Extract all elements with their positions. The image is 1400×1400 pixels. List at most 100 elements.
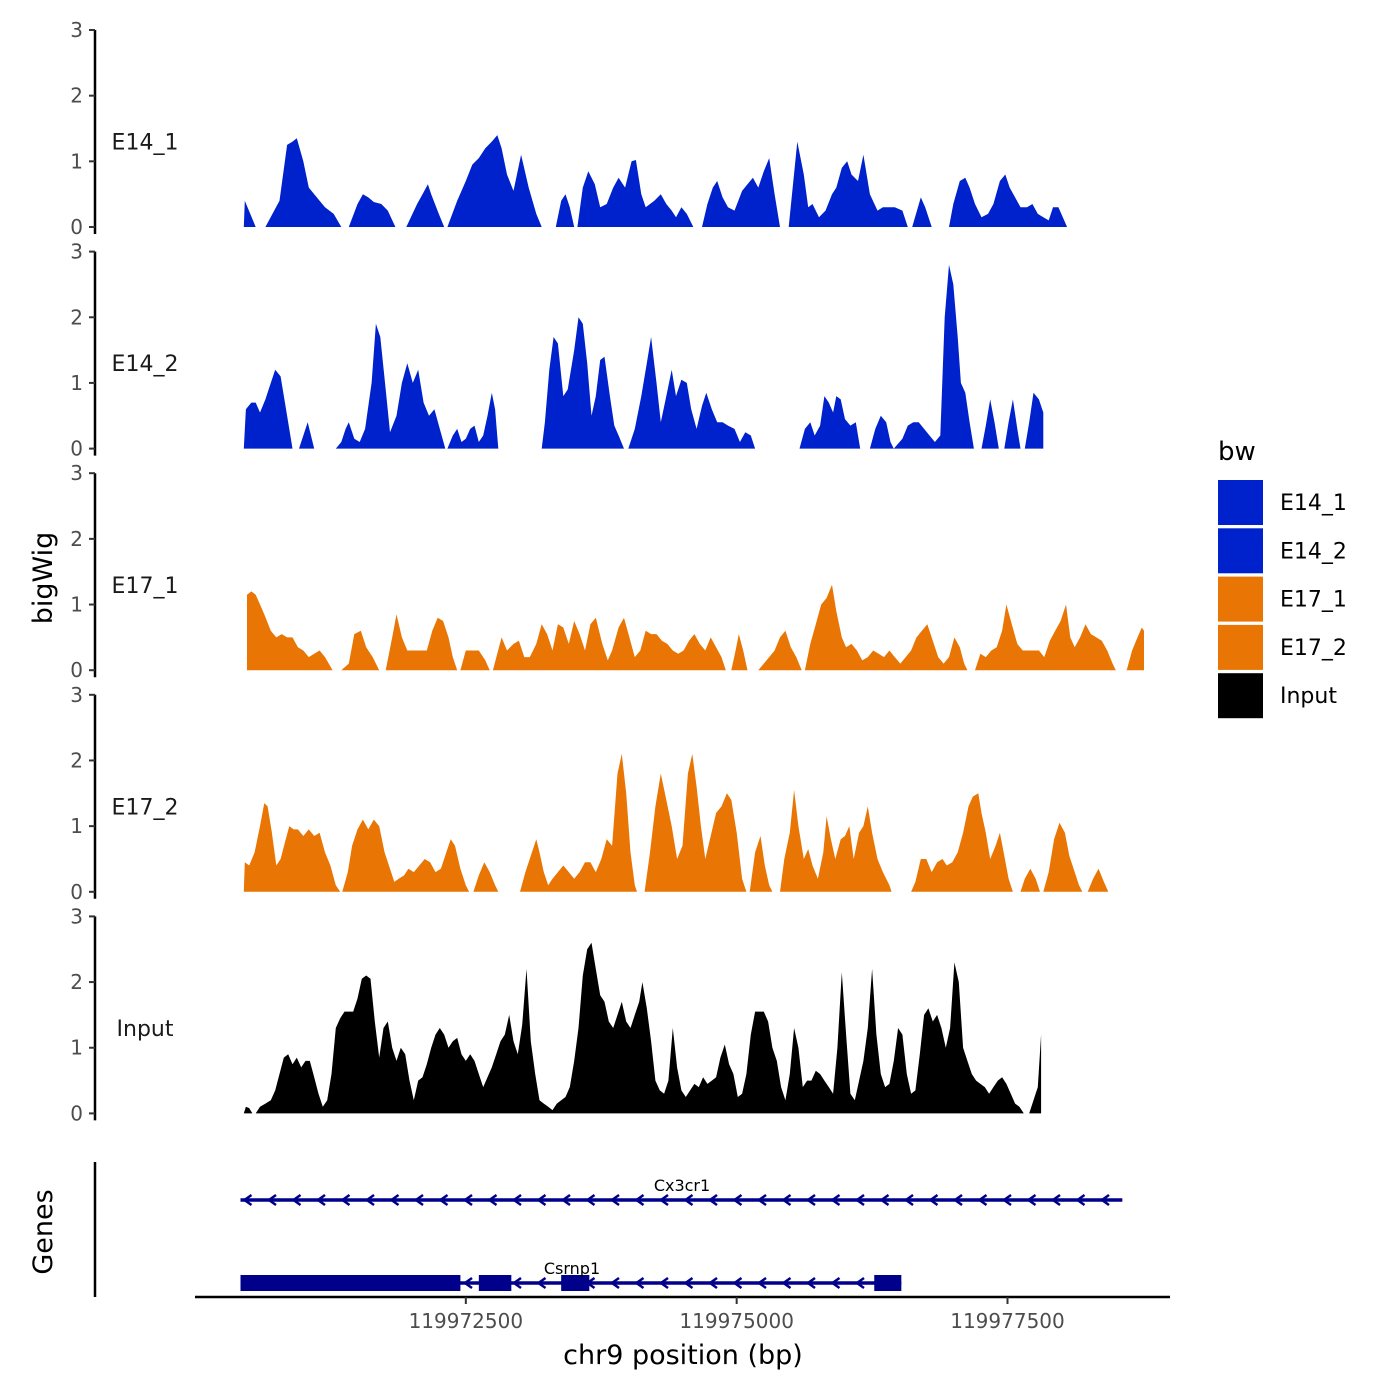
strand-arrow — [928, 1193, 939, 1207]
y-tick-label: 0 — [70, 658, 83, 682]
strand-arrow — [511, 1193, 522, 1207]
y-tick-label: 2 — [70, 305, 83, 329]
y-tick-label: 2 — [70, 970, 83, 994]
y-tick-label: 3 — [70, 904, 83, 928]
strand-arrow — [1050, 1193, 1061, 1207]
signal-area-e14-1 — [243, 135, 1071, 227]
strand-arrow — [830, 1193, 841, 1207]
strand-arrow — [781, 1276, 792, 1290]
signal-area-input — [243, 942, 1042, 1114]
track-label: E17_2 — [112, 795, 179, 820]
track-label: E17_1 — [112, 574, 179, 599]
strand-arrow — [340, 1193, 351, 1207]
y-tick-label: 3 — [70, 461, 83, 485]
y-tick-label: 0 — [70, 1101, 83, 1125]
y-tick-label: 3 — [70, 683, 83, 707]
gene-label: Csrnp1 — [544, 1259, 600, 1278]
gene-cx3cr1: Cx3cr1 — [240, 1176, 1123, 1207]
exon — [240, 1275, 461, 1291]
strand-arrow — [707, 1193, 718, 1207]
track-e14-1: 0 1 2 3 E14_1 — [70, 18, 1071, 239]
strand-arrow — [536, 1276, 547, 1290]
gene-label: Cx3cr1 — [654, 1176, 710, 1195]
signal-area-e17-1 — [247, 584, 1144, 671]
x-axis: 119972500 119975000 119977500 — [195, 1295, 1170, 1333]
legend-label: E17_1 — [1280, 588, 1347, 613]
strand-arrow — [1099, 1193, 1110, 1207]
y-tick-label: 1 — [70, 593, 83, 617]
strand-arrow — [462, 1276, 473, 1290]
strand-arrow — [805, 1276, 816, 1290]
legend-swatch — [1218, 480, 1263, 525]
legend-item-e14-1: E14_1 — [1218, 480, 1347, 525]
y-tick-label: 1 — [70, 1036, 83, 1060]
y-tick-label: 2 — [70, 527, 83, 551]
signal-area-e14-2 — [243, 264, 1044, 449]
strand-arrow — [634, 1193, 645, 1207]
strand-arrow — [707, 1276, 718, 1290]
y-tick-label: 1 — [70, 149, 83, 173]
x-tick-label: 119972500 — [409, 1309, 524, 1333]
y-tick-label: 1 — [70, 371, 83, 395]
strand-arrow — [1026, 1193, 1037, 1207]
strand-arrow — [756, 1193, 767, 1207]
y-tick-label: 0 — [70, 880, 83, 904]
track-label: E14_2 — [112, 352, 179, 377]
legend-swatch — [1218, 673, 1263, 719]
strand-arrow — [879, 1193, 890, 1207]
strand-arrow — [732, 1193, 743, 1207]
y-tick-label: 2 — [70, 84, 83, 108]
exon — [874, 1275, 902, 1291]
y-axis-title: bigWig — [28, 532, 59, 625]
signal-tracks: 0 1 2 3 E14_1 0 1 2 3 E14_2 0 1 2 3 E17_1 0 1 2 3 E17_2 0 1 2 3… — [70, 18, 1144, 1125]
strand-arrow — [536, 1193, 547, 1207]
strand-arrow — [952, 1193, 963, 1207]
legend-label: E14_2 — [1280, 539, 1347, 564]
gene-csrnp1: Csrnp1 — [240, 1259, 902, 1291]
track-label: Input — [117, 1017, 174, 1042]
strand-arrow — [658, 1276, 669, 1290]
strand-arrow — [977, 1193, 988, 1207]
x-tick-label: 119975000 — [679, 1309, 794, 1333]
strand-arrow — [805, 1193, 816, 1207]
legend-item-input: Input — [1218, 673, 1337, 719]
y-tick-label: 3 — [70, 240, 83, 264]
legend-item-e14-2: E14_2 — [1218, 528, 1347, 574]
strand-arrow — [683, 1276, 694, 1290]
strand-arrow — [242, 1193, 253, 1207]
track-e14-2: 0 1 2 3 E14_2 — [70, 240, 1044, 461]
legend-swatch — [1218, 528, 1263, 574]
strand-arrow — [756, 1276, 767, 1290]
strand-arrow — [511, 1276, 522, 1290]
strand-arrow — [781, 1193, 792, 1207]
legend-label: Input — [1280, 684, 1337, 709]
legend-item-e17-2: E17_2 — [1218, 624, 1347, 670]
track-input: 0 1 2 3 Input — [70, 904, 1042, 1125]
track-label: E14_1 — [112, 131, 179, 156]
strand-arrow — [315, 1193, 326, 1207]
strand-arrow — [266, 1193, 277, 1207]
legend-label: E17_2 — [1280, 636, 1347, 661]
strand-arrow — [903, 1193, 914, 1207]
legend-swatch — [1218, 576, 1263, 622]
exon — [478, 1275, 512, 1291]
y-tick-label: 1 — [70, 814, 83, 838]
legend-swatch — [1218, 624, 1263, 670]
y-tick-label: 0 — [70, 437, 83, 461]
strand-arrow — [560, 1193, 571, 1207]
strand-arrow — [732, 1276, 743, 1290]
x-tick-label: 119977500 — [950, 1309, 1065, 1333]
strand-arrow — [854, 1276, 865, 1290]
genes-axis-title: Genes — [28, 1189, 59, 1274]
strand-arrow — [830, 1276, 841, 1290]
legend: bw E14_1 E14_2 E17_1 E17_2 Input — [1218, 437, 1347, 719]
strand-arrow — [438, 1193, 449, 1207]
signal-area-e17-2 — [243, 753, 1109, 892]
x-axis-title: chr9 position (bp) — [563, 1340, 803, 1371]
strand-arrow — [487, 1193, 498, 1207]
legend-item-e17-1: E17_1 — [1218, 576, 1347, 622]
y-tick-label: 3 — [70, 18, 83, 42]
y-tick-label: 2 — [70, 748, 83, 772]
strand-arrow — [1001, 1193, 1012, 1207]
